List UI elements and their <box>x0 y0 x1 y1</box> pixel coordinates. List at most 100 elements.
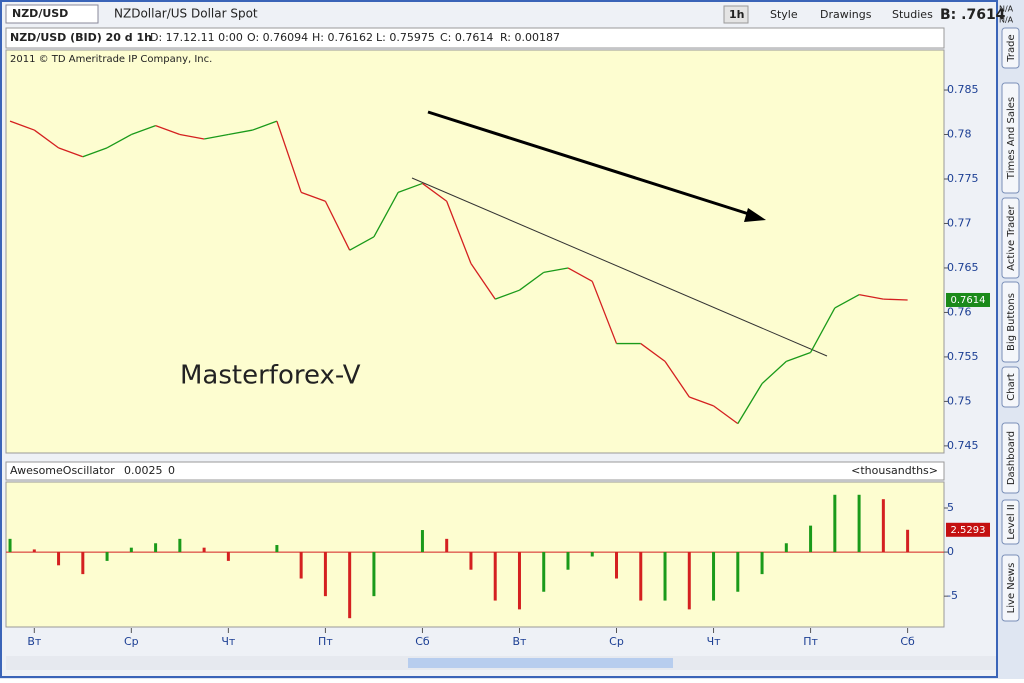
price-segment <box>324 200 351 251</box>
last-price: 0.7614 <box>951 295 986 306</box>
osc-bar <box>493 552 497 601</box>
osc-bar <box>639 552 643 601</box>
price-segment <box>664 361 690 398</box>
side-tab[interactable] <box>1001 366 1020 408</box>
y-tick-label: 0.76 <box>947 305 972 318</box>
side-tab-label[interactable]: Times And Sales <box>1006 97 1017 180</box>
style-btn[interactable]: Style <box>770 8 798 21</box>
interval-btn[interactable] <box>723 5 749 24</box>
header-low: L: 0.75975 <box>376 31 435 44</box>
price-segment <box>883 298 908 301</box>
osc-bar <box>323 552 327 597</box>
side-tab-label[interactable]: Dashboard <box>1006 431 1017 485</box>
price-segment <box>567 267 593 282</box>
y-tick-label: 0.745 <box>947 439 979 452</box>
price-segment <box>106 133 132 149</box>
studies-btn[interactable]: Studies <box>892 8 933 21</box>
x-tick-label: Ср <box>609 635 624 648</box>
x-tick-label: Вт <box>27 635 42 648</box>
osc-bar <box>275 545 279 553</box>
side-tab[interactable] <box>1001 281 1020 363</box>
x-tick-label: Чт <box>221 635 236 648</box>
y-tick-label: 0 <box>947 545 954 558</box>
osc-bar <box>760 552 764 575</box>
last-price-box <box>946 292 990 307</box>
description: NZDollar/US Dollar Spot <box>114 7 258 21</box>
header-name: NZD/USD (BID) 20 d 1h <box>10 31 152 44</box>
osc-bar <box>566 552 570 570</box>
price-segment <box>810 307 836 353</box>
osc-bar <box>687 552 691 610</box>
copyright: 2011 © TD Ameritrade IP Company, Inc. <box>10 54 212 65</box>
price-segment <box>689 396 714 407</box>
side-tab-label[interactable]: Trade <box>1006 34 1017 62</box>
osc-bar <box>32 549 36 553</box>
price-segment <box>82 147 108 158</box>
osc-bar <box>57 552 61 566</box>
last-osc: 2.5293 <box>951 525 986 536</box>
na: N/A <box>999 16 1014 25</box>
header-bar <box>5 27 945 49</box>
price-segment <box>519 271 545 291</box>
osc-bar <box>736 552 740 592</box>
osc-bar <box>542 552 546 592</box>
osc-bar <box>445 538 449 553</box>
x-tick-label: Вт <box>512 635 527 648</box>
symbol[interactable]: NZD/USD <box>12 7 68 20</box>
side-tab-label[interactable]: Active Trader <box>1006 204 1017 270</box>
side-tab[interactable] <box>1001 197 1020 279</box>
osc-bar <box>517 552 521 610</box>
price-segment <box>786 351 811 362</box>
side-tab-label[interactable]: Big Buttons <box>1006 293 1017 351</box>
y-tick-label: 0.775 <box>947 172 979 185</box>
price-segment <box>9 120 35 131</box>
header-range: R: 0.00187 <box>500 31 560 44</box>
osc-bar <box>372 552 376 597</box>
osc-header <box>5 461 945 481</box>
side-tab[interactable] <box>1001 82 1020 194</box>
drawings-btn[interactable]: Drawings <box>820 8 872 21</box>
y-tick-label: 0.785 <box>947 83 979 96</box>
osc-bar <box>590 552 594 557</box>
interval[interactable]: 1h <box>729 8 745 21</box>
price-segment <box>300 191 326 202</box>
y-tick-label: -5 <box>947 589 958 602</box>
price-segment <box>858 294 884 300</box>
header-open: O: 0.76094 <box>247 31 308 44</box>
osc-param: 0.0025 <box>124 464 163 477</box>
price-segment <box>470 263 496 300</box>
y-tick-label: 0.765 <box>947 261 979 274</box>
osc-units: <thousandths> <box>851 464 938 477</box>
price-segment <box>640 343 666 362</box>
osc-bar <box>178 538 182 553</box>
osc-bar <box>105 552 109 561</box>
side-tab[interactable] <box>1001 499 1020 545</box>
osc-bar <box>154 543 158 553</box>
symbol-box[interactable] <box>5 4 99 24</box>
side-tab[interactable] <box>1001 422 1020 494</box>
side-tab[interactable] <box>1001 554 1020 622</box>
price-segment <box>228 129 253 136</box>
price-segment <box>397 182 423 193</box>
y-tick-label: 0.77 <box>947 216 972 229</box>
side-tab-label[interactable]: Live News <box>1006 563 1017 614</box>
last-osc-box <box>946 522 990 537</box>
osc-bar <box>202 547 206 553</box>
x-tick-label: Чт <box>707 635 722 648</box>
side-tab-label[interactable]: Level II <box>1006 504 1017 539</box>
osc-bar <box>469 552 473 570</box>
side-tab-label[interactable]: Chart <box>1006 373 1017 401</box>
osc-bar <box>663 552 667 601</box>
arrow-line <box>427 110 753 217</box>
header-close: C: 0.7614 <box>440 31 493 44</box>
price-segment <box>713 405 739 425</box>
osc-param: 0 <box>168 464 175 477</box>
side-tab[interactable] <box>1001 27 1020 69</box>
osc-bar <box>226 552 230 561</box>
scroll-thumb[interactable] <box>408 658 673 668</box>
trend-line <box>411 177 828 357</box>
y-tick-label: 0.78 <box>947 128 972 141</box>
osc-title: AwesomeOscillator <box>10 464 115 477</box>
price-segment <box>276 120 302 193</box>
x-tick-label: Сб <box>415 635 430 648</box>
